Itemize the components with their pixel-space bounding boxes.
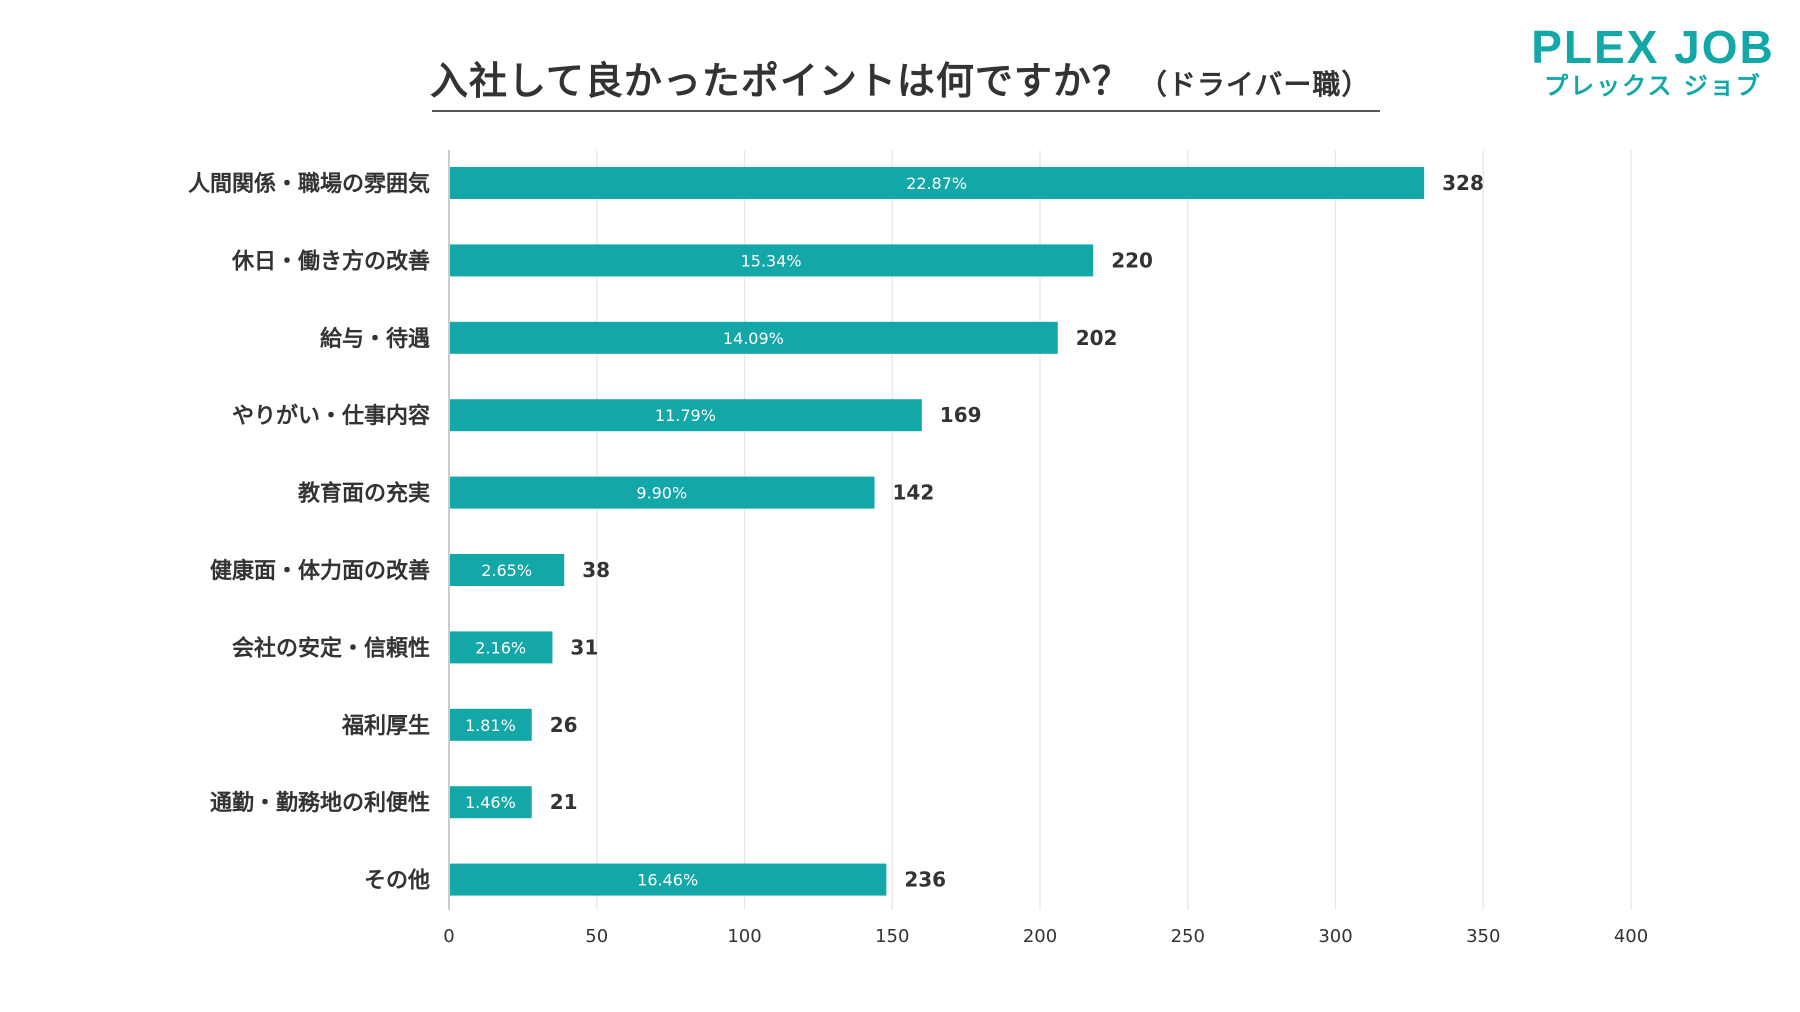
bar bbox=[450, 244, 1094, 277]
bar bbox=[450, 708, 532, 741]
chart-title: 入社して良かったポイントは何ですか？ （ドライバー職） bbox=[430, 50, 1390, 105]
x-tick-label: 250 bbox=[1171, 926, 1205, 947]
bar-percent-label: 14.09% bbox=[723, 329, 784, 348]
category-label: 会社の安定・信頼性 bbox=[232, 635, 430, 661]
bar-percent-label: 1.46% bbox=[465, 793, 516, 812]
bar bbox=[450, 399, 922, 432]
bar bbox=[450, 786, 532, 819]
bar bbox=[450, 863, 887, 896]
bar-value-label: 26 bbox=[550, 713, 578, 737]
chart-title-main: 入社して良かったポイントは何ですか？ bbox=[430, 59, 1131, 103]
bar-percent-label: 1.81% bbox=[465, 716, 516, 735]
bar-value-label: 328 bbox=[1442, 171, 1484, 195]
category-label: その他 bbox=[364, 869, 430, 894]
bar-percent-label: 9.90% bbox=[636, 484, 687, 503]
x-tick-label: 150 bbox=[875, 926, 909, 947]
bar-value-label: 236 bbox=[904, 868, 946, 892]
category-label: 福利厚生 bbox=[341, 714, 430, 739]
category-label: やりがい・仕事内容 bbox=[232, 403, 430, 429]
logo-kana: プレックス ジョブ bbox=[1544, 72, 1762, 100]
bar-value-label: 38 bbox=[582, 558, 610, 582]
bar bbox=[450, 554, 565, 586]
category-label: 給与・待遇 bbox=[320, 326, 430, 352]
category-label: 健康面・体力面の改善 bbox=[210, 558, 430, 584]
title-underline bbox=[432, 110, 1380, 112]
bar-percent-label: 11.79% bbox=[655, 406, 716, 425]
category-label: 通勤・勤務地の利便性 bbox=[210, 790, 430, 816]
x-tick-label: 0 bbox=[443, 926, 454, 947]
bar-percent-label: 15.34% bbox=[741, 251, 802, 270]
logo-wordmark: PLEX JOB bbox=[1531, 21, 1775, 73]
bar-value-label: 31 bbox=[570, 635, 598, 659]
bar bbox=[450, 476, 875, 509]
bar-value-label: 220 bbox=[1111, 248, 1153, 272]
category-label: 教育面の充実 bbox=[298, 481, 430, 507]
bar-percent-label: 2.65% bbox=[481, 561, 532, 580]
chart-title-sub: （ドライバー職） bbox=[1138, 68, 1371, 101]
bar-percent-label: 16.46% bbox=[637, 871, 698, 890]
bar-value-label: 142 bbox=[893, 481, 935, 505]
x-tick-label: 300 bbox=[1318, 926, 1352, 947]
category-label: 人間関係・職場の雰囲気 bbox=[188, 171, 430, 197]
bar bbox=[450, 167, 1425, 199]
x-tick-label: 100 bbox=[727, 926, 761, 947]
x-tick-label: 400 bbox=[1614, 926, 1648, 947]
bar bbox=[450, 631, 553, 664]
bar-value-label: 169 bbox=[940, 403, 982, 427]
x-tick-label: 200 bbox=[1023, 926, 1057, 947]
bar bbox=[450, 321, 1058, 354]
x-tick-label: 350 bbox=[1466, 926, 1500, 947]
bar-percent-label: 22.87% bbox=[906, 174, 967, 193]
plex-job-logo: PLEX JOB プレックス ジョブ bbox=[1528, 22, 1778, 100]
category-label: 休日・働き方の改善 bbox=[231, 248, 430, 274]
bar-value-label: 21 bbox=[550, 790, 578, 814]
x-tick-label: 50 bbox=[585, 926, 608, 947]
bar-value-label: 202 bbox=[1076, 326, 1118, 350]
bar-percent-label: 2.16% bbox=[475, 638, 526, 657]
